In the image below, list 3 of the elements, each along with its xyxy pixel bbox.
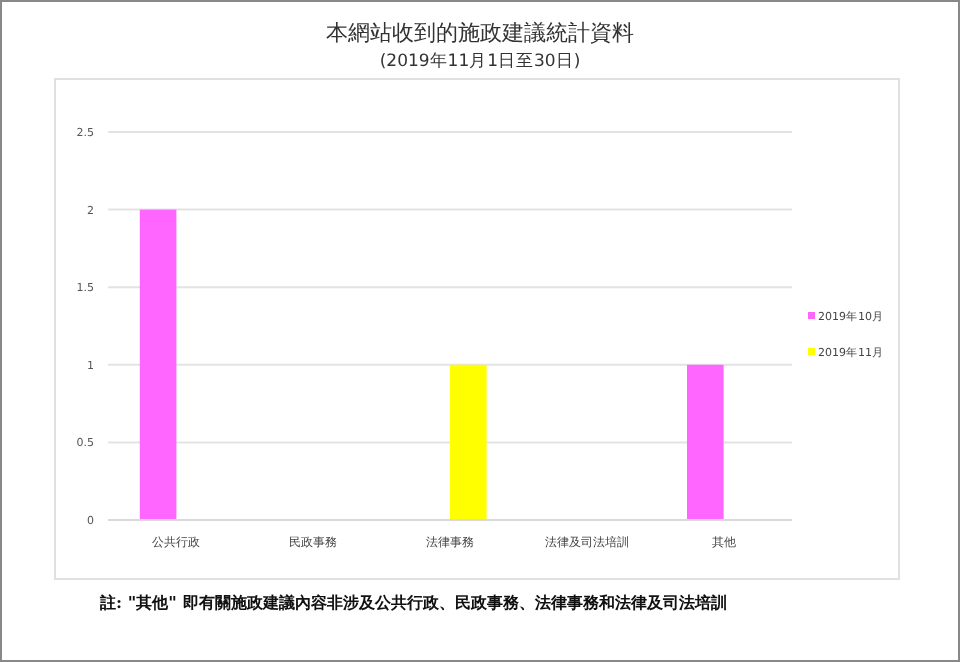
text: 註: "其他" 即有關施政建議內容非涉及公共行政、民政事務、法律事務和法律及司法培訓 <box>98 592 727 612</box>
chart-title: 本網站收到的施政建議統計資料 <box>326 20 634 46</box>
chart-subtitle: (2019年11月1日至30日) <box>379 50 581 72</box>
